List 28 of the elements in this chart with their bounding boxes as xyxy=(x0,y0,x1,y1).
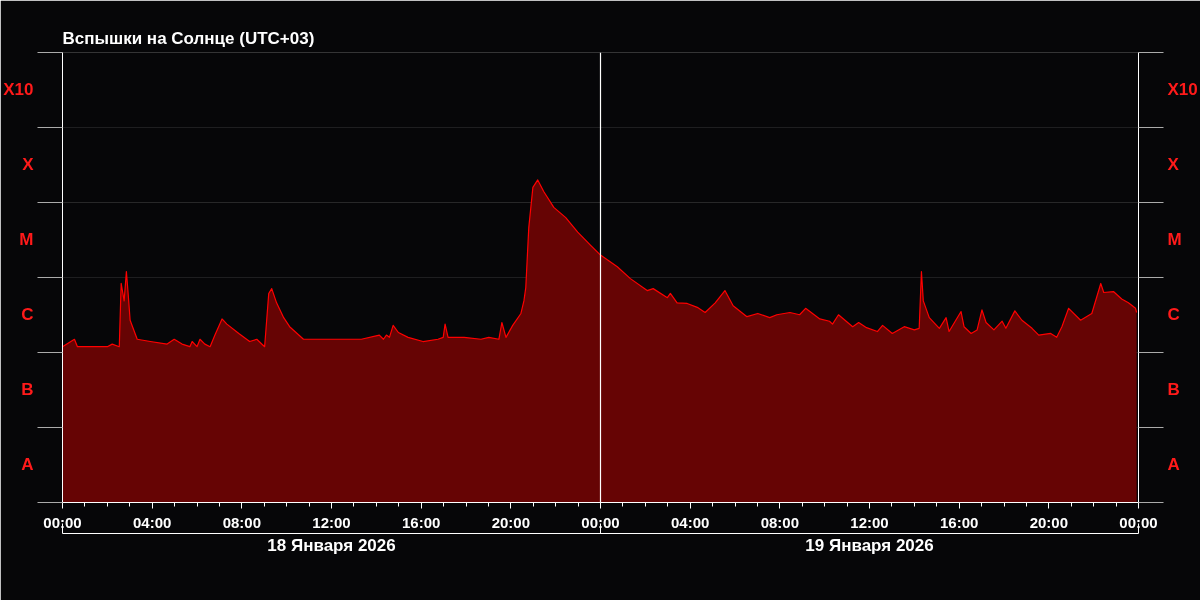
x-tick-label: 08:00 xyxy=(760,513,800,531)
x-tick-label: 12:00 xyxy=(850,513,889,531)
band-label: X10 xyxy=(3,80,34,100)
x-tick-label: 20:00 xyxy=(1029,513,1069,531)
text: A xyxy=(1167,455,1180,475)
text: C xyxy=(1167,305,1180,325)
band-label: A xyxy=(21,455,34,475)
text: 19 Января 2026 xyxy=(805,535,934,555)
x-tick-label: 00:00 xyxy=(581,513,620,531)
text: X10 xyxy=(1167,80,1198,100)
chart-title: Вспышки на Солнце (UTC+03) xyxy=(62,28,315,48)
text: B xyxy=(1167,380,1180,400)
band-label: X xyxy=(22,155,35,175)
x-tick-label: 12:00 xyxy=(312,513,351,531)
text: M xyxy=(1167,230,1182,250)
x-tick-label: 04:00 xyxy=(132,513,172,531)
text: X xyxy=(1167,155,1179,175)
x-tick-label: 08:00 xyxy=(222,513,262,531)
x-tick-label: 00:00 xyxy=(43,513,82,531)
x-tick-label: 04:00 xyxy=(670,513,710,531)
text: 18 Января 2026 xyxy=(267,535,396,555)
x-tick-label: 00:00 xyxy=(1119,513,1158,531)
x-tick-label: 16:00 xyxy=(401,513,441,531)
band-label: C xyxy=(21,305,34,325)
x-tick-label: 20:00 xyxy=(491,513,531,531)
band-label: M xyxy=(19,230,34,250)
x-tick-label: 16:00 xyxy=(939,513,979,531)
band-label: B xyxy=(21,380,34,400)
